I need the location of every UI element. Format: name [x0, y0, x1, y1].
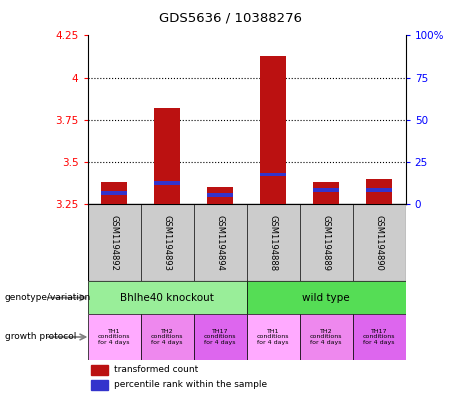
Bar	[366, 179, 392, 204]
Bar	[207, 187, 233, 204]
Text: growth protocol: growth protocol	[5, 332, 76, 342]
Bar	[300, 314, 353, 360]
Bar	[313, 182, 339, 204]
Text: GSM1194890: GSM1194890	[375, 215, 384, 271]
Bar	[88, 314, 141, 360]
Bar	[141, 314, 194, 360]
Bar	[154, 181, 180, 185]
Bar	[101, 191, 127, 195]
Text: GSM1194892: GSM1194892	[110, 215, 118, 271]
Bar	[88, 281, 247, 314]
Bar	[207, 193, 233, 197]
Bar	[91, 380, 108, 390]
Bar	[247, 314, 300, 360]
Bar	[154, 108, 180, 204]
Bar	[366, 188, 392, 192]
Text: genotype/variation: genotype/variation	[5, 293, 91, 302]
Bar	[313, 188, 339, 192]
Text: TH1
conditions
for 4 days: TH1 conditions for 4 days	[257, 329, 290, 345]
Text: TH17
conditions
for 4 days: TH17 conditions for 4 days	[204, 329, 236, 345]
Text: TH1
conditions
for 4 days: TH1 conditions for 4 days	[98, 329, 130, 345]
Text: GSM1194894: GSM1194894	[216, 215, 225, 271]
Bar	[101, 182, 127, 204]
Text: TH2
conditions
for 4 days: TH2 conditions for 4 days	[310, 329, 343, 345]
Text: wild type: wild type	[302, 293, 350, 303]
Text: GSM1194888: GSM1194888	[269, 215, 278, 271]
Text: Bhlhe40 knockout: Bhlhe40 knockout	[120, 293, 214, 303]
Text: GSM1194893: GSM1194893	[163, 215, 171, 271]
Bar	[260, 56, 286, 204]
Text: GSM1194889: GSM1194889	[322, 215, 331, 271]
Bar	[247, 281, 406, 314]
Text: TH2
conditions
for 4 days: TH2 conditions for 4 days	[151, 329, 183, 345]
Bar	[260, 173, 286, 176]
Bar	[194, 314, 247, 360]
Bar	[91, 365, 108, 375]
Text: GDS5636 / 10388276: GDS5636 / 10388276	[159, 12, 302, 25]
Text: transformed count: transformed count	[114, 365, 199, 374]
Bar	[353, 314, 406, 360]
Text: percentile rank within the sample: percentile rank within the sample	[114, 380, 267, 389]
Text: TH17
conditions
for 4 days: TH17 conditions for 4 days	[363, 329, 396, 345]
